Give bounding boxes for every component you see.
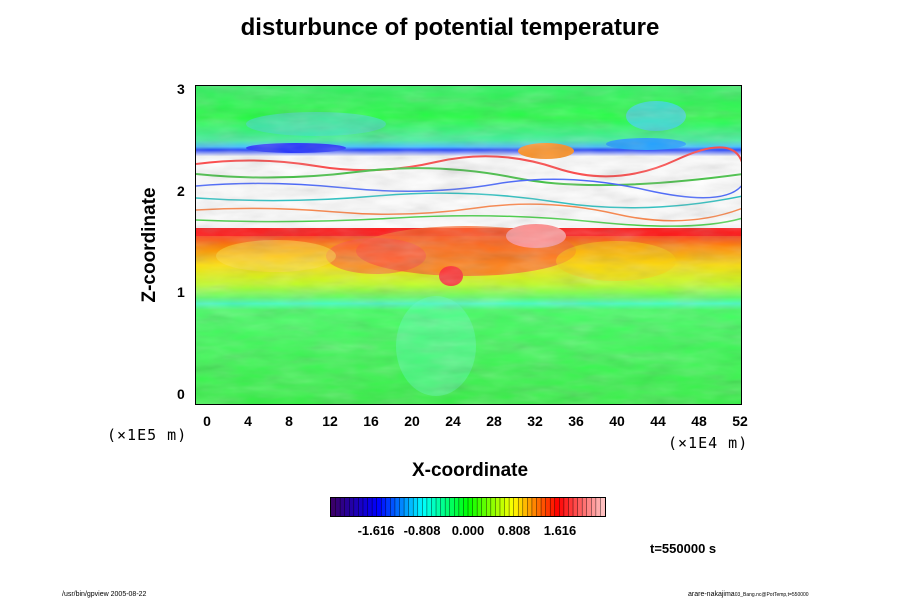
colorbar-cell <box>353 498 359 516</box>
colorbar-cell <box>344 498 350 516</box>
x-tick-label: 4 <box>244 413 252 429</box>
heatmap-plot-area <box>195 85 742 405</box>
colorbar-cell <box>481 498 487 516</box>
heatmap-svg <box>196 86 741 404</box>
colorbar-cell <box>340 498 346 516</box>
colorbar-tick-label: -1.616 <box>357 523 395 538</box>
colorbar-cell <box>600 498 606 516</box>
colorbar-cell <box>541 498 547 516</box>
colorbar-cell <box>436 498 442 516</box>
colorbar-cell <box>550 498 556 516</box>
colorbar-cell <box>399 498 405 516</box>
colorbar-cell <box>513 498 519 516</box>
colorbar-cell <box>554 498 560 516</box>
colorbar-cell <box>573 498 579 516</box>
colorbar-cell <box>536 498 542 516</box>
colorbar-cell <box>417 498 423 516</box>
x-tick-label: 40 <box>609 413 625 429</box>
colorbar-cell <box>577 498 583 516</box>
y-tick-label: 2 <box>177 182 185 199</box>
colorbar-cell <box>468 498 474 516</box>
colorbar-cell <box>381 498 387 516</box>
x-tick-label: 28 <box>486 413 502 429</box>
colorbar-cell <box>449 498 455 516</box>
y-axis-label: Z-coordinate <box>139 187 160 303</box>
y-tick-label: 3 <box>177 81 185 98</box>
colorbar-cell <box>404 498 410 516</box>
x-tick-label: 8 <box>285 413 293 429</box>
colorbar-cell <box>527 498 533 516</box>
colorbar-cell <box>367 498 373 516</box>
colorbar <box>330 497 606 517</box>
colorbar-cell <box>349 498 355 516</box>
colorbar-cell <box>486 498 492 516</box>
colorbar-cell <box>413 498 419 516</box>
x-unit-label: (×1E4 m) <box>668 434 749 452</box>
colorbar-cell <box>426 498 432 516</box>
time-label: t=550000 s <box>650 541 717 556</box>
x-tick-label: 12 <box>322 413 338 429</box>
y-tick-label: 0 <box>177 385 185 402</box>
colorbar-cell <box>595 498 601 516</box>
colorbar-cell <box>591 498 597 516</box>
colorbar-cell <box>545 498 551 516</box>
x-tick-label: 0 <box>203 413 211 429</box>
colorbar-cell <box>531 498 537 516</box>
footer-left: /usr/bin/gpview 2005-08-22 <box>62 591 147 598</box>
colorbar-tick-label: 1.616 <box>543 523 577 538</box>
x-tick-label: 32 <box>527 413 543 429</box>
colorbar-cell <box>422 498 428 516</box>
colorbar-cell <box>335 498 341 516</box>
colorbar-cell <box>518 498 524 516</box>
colorbar-cell <box>582 498 588 516</box>
x-tick-label: 16 <box>363 413 379 429</box>
colorbar-cell <box>458 498 464 516</box>
colorbar-tick-label: -0.808 <box>403 523 441 538</box>
colorbar-cell <box>490 498 496 516</box>
colorbar-cell <box>504 498 510 516</box>
colorbar-cell <box>586 498 592 516</box>
colorbar-cell <box>559 498 565 516</box>
colorbar-cell <box>431 498 437 516</box>
footer-right-main: arare-nakajima <box>688 591 735 598</box>
x-axis-label: X-coordinate <box>411 460 529 481</box>
y-tick-label: 1 <box>177 284 185 301</box>
colorbar-cell <box>372 498 378 516</box>
colorbar-cell <box>495 498 501 516</box>
colorbar-cell <box>376 498 382 516</box>
colorbar-cell <box>358 498 364 516</box>
colorbar-cell <box>509 498 515 516</box>
colorbar-cell <box>568 498 574 516</box>
colorbar-cell <box>454 498 460 516</box>
colorbar-cell <box>499 498 506 516</box>
x-tick-label: 24 <box>445 413 461 429</box>
x-tick-label: 48 <box>691 413 707 429</box>
y-unit-label: (×1E5 m) <box>107 426 188 444</box>
colorbar-cell <box>463 498 469 516</box>
colorbar-cell <box>522 498 528 516</box>
footer-right: arare-nakajima03_Bang.nc@PotTemp,t=55000… <box>688 591 809 598</box>
x-tick-label: 52 <box>732 413 748 429</box>
x-tick-label: 44 <box>650 413 666 429</box>
colorbar-cell <box>440 498 446 516</box>
colorbar-tick-label: 0.000 <box>451 523 485 538</box>
colorbar-svg <box>331 498 606 516</box>
colorbar-cell <box>408 498 414 516</box>
colorbar-cell <box>394 498 400 516</box>
colorbar-cell <box>472 498 478 516</box>
colorbar-cell <box>477 498 483 516</box>
colorbar-tick-label: 0.808 <box>497 523 531 538</box>
colorbar-cell <box>385 498 391 516</box>
colorbar-cell <box>445 498 451 516</box>
chart-title: disturbunce of potential temperature <box>240 14 660 41</box>
colorbar-cell <box>362 498 369 516</box>
x-tick-label: 36 <box>568 413 584 429</box>
colorbar-cell <box>563 498 569 516</box>
footer-right-small: 03_Bang.nc@PotTemp,t=550000 <box>734 592 809 598</box>
colorbar-cell <box>390 498 396 516</box>
x-tick-label: 20 <box>404 413 420 429</box>
colorbar-cell <box>331 498 337 516</box>
